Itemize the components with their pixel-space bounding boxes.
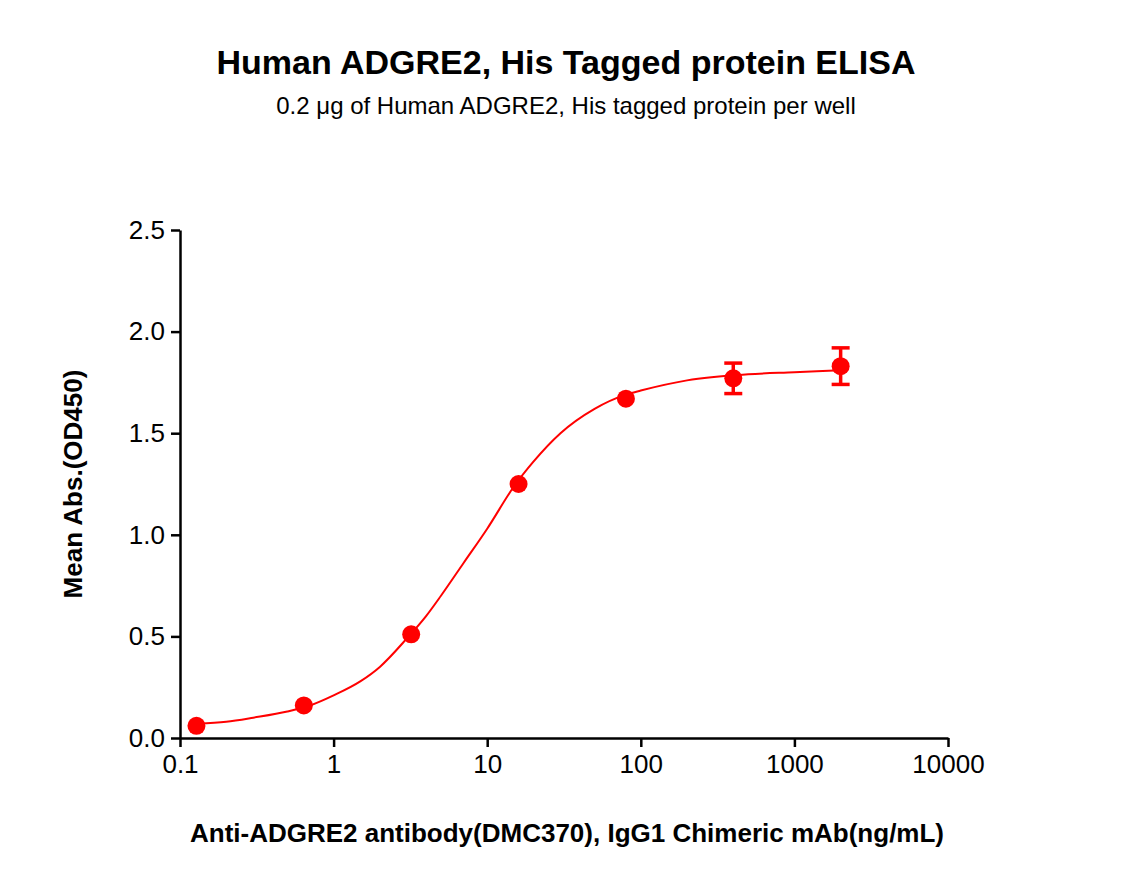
tick-label: 0.0 xyxy=(129,723,165,753)
tick: 1000 xyxy=(766,738,824,779)
tick: 2.5 xyxy=(129,215,180,245)
data-point xyxy=(724,369,742,387)
tick: 0.1 xyxy=(162,738,198,779)
x-axis-title: Anti-ADGRE2 antibody(DMC370), IgG1 Chime… xyxy=(190,818,944,848)
tick-mark xyxy=(171,229,180,232)
tick-mark xyxy=(333,738,336,747)
tick: 10 xyxy=(473,738,502,779)
tick: 100 xyxy=(620,738,663,779)
tick: 10000 xyxy=(912,738,984,779)
y-axis: 0.0 0.5 1.0 1.5 2.0 2.5 xyxy=(129,215,181,753)
x-axis: 0.1 1 10 100 1000 10000 xyxy=(162,738,984,779)
tick-label: 10 xyxy=(473,749,502,779)
tick-mark xyxy=(947,738,950,747)
tick-label: 0.1 xyxy=(162,749,198,779)
tick-mark xyxy=(794,738,797,747)
tick: 0.5 xyxy=(129,621,180,651)
tick-label: 1.0 xyxy=(129,520,165,550)
plot-area xyxy=(187,348,849,735)
tick-mark xyxy=(171,636,180,639)
tick: 1.0 xyxy=(129,520,180,550)
tick-label: 1000 xyxy=(766,749,824,779)
tick: 0.0 xyxy=(129,723,180,753)
data-point xyxy=(187,717,205,735)
tick-label: 0.5 xyxy=(129,621,165,651)
tick-label: 10000 xyxy=(912,749,984,779)
tick: 2.0 xyxy=(129,316,180,346)
axis-line xyxy=(181,737,949,740)
tick: 1 xyxy=(327,738,341,779)
axis-line xyxy=(179,231,182,739)
fit-line xyxy=(198,370,841,724)
error-cap xyxy=(724,361,742,365)
chart: Human ADGRE2, His Tagged protein ELISA 0.… xyxy=(0,0,1132,886)
tick-label: 1 xyxy=(327,749,341,779)
error-cap xyxy=(832,383,850,387)
error-cap xyxy=(832,346,850,350)
tick-label: 2.0 xyxy=(129,316,165,346)
data-point xyxy=(832,357,850,375)
tick-label: 1.5 xyxy=(129,418,165,448)
tick-mark xyxy=(486,738,489,747)
tick-mark xyxy=(640,738,643,747)
y-axis-title: Mean Abs.(OD450) xyxy=(58,370,88,599)
error-bar xyxy=(832,348,850,385)
tick: 1.5 xyxy=(129,418,180,448)
tick-mark xyxy=(171,331,180,334)
tick-mark xyxy=(171,534,180,537)
tick-mark xyxy=(171,737,180,740)
title: Human ADGRE2, His Tagged protein ELISA xyxy=(217,43,916,81)
tick-mark xyxy=(171,432,180,435)
tick-label: 2.5 xyxy=(129,215,165,245)
error-bar xyxy=(724,363,742,393)
tick-label: 100 xyxy=(620,749,663,779)
subtitle: 0.2 μg of Human ADGRE2, His tagged prote… xyxy=(276,92,855,119)
error-cap xyxy=(724,392,742,396)
